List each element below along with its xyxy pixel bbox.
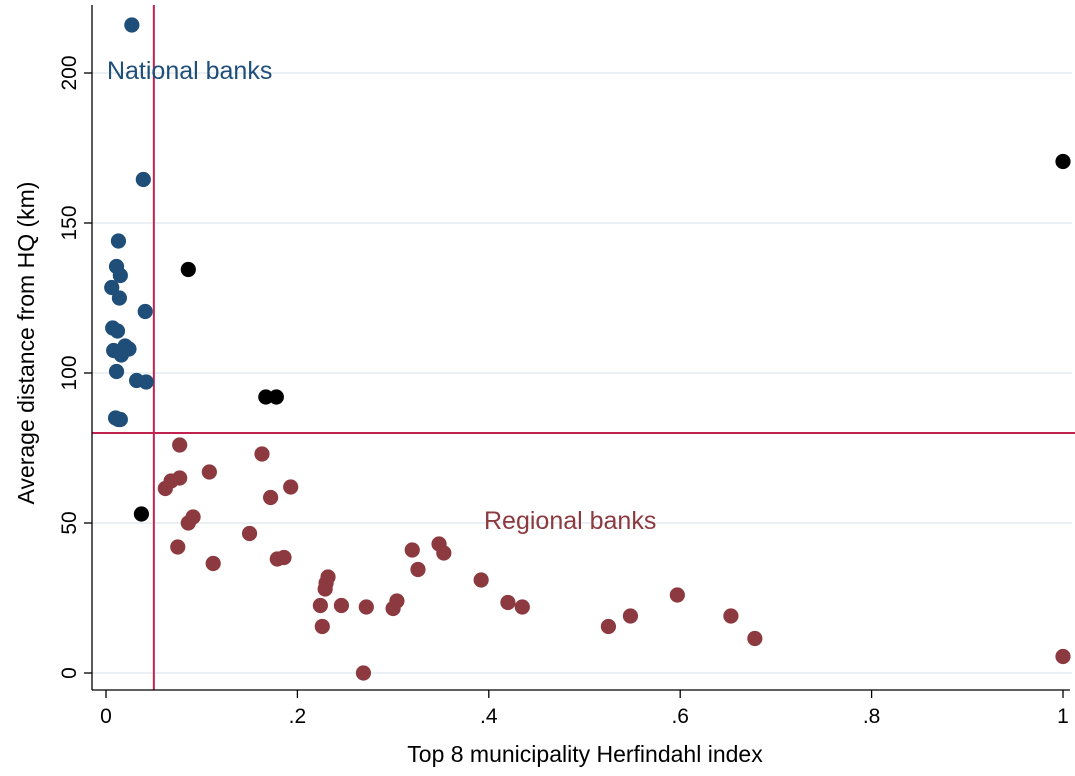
x-tick-label: .8 [863,705,881,728]
y-tick-label: 200 [58,55,81,90]
y-axis-label: Average distance from HQ (km) [13,182,39,505]
data-point [317,581,333,597]
data-point [254,446,270,462]
x-tick-label: .2 [289,705,307,728]
axes [91,5,1070,691]
data-point [113,347,129,363]
reference-lines [92,5,1075,690]
data-point [108,363,125,380]
data-point [135,171,151,188]
x-tick-label: 1 [1057,705,1069,728]
data-point [180,261,196,278]
data-points [104,17,1071,681]
data-point [111,290,127,306]
data-point [747,630,763,647]
data-point [358,599,374,615]
data-point [109,323,126,339]
data-point [473,572,489,588]
y-tick-label: 150 [58,205,81,240]
axis-ticks: 0 50 100 150 200 0 .2 .4 .6 .8 1 [58,55,1069,728]
data-point [110,233,127,249]
data-point [124,17,140,33]
data-point [137,303,153,320]
annotations: National banks Regional banks [107,57,656,535]
data-point [263,489,279,506]
data-point [201,464,217,480]
y-tick-label: 50 [58,511,81,534]
data-point [410,561,426,578]
grid-lines [92,72,1072,674]
data-point [276,549,292,566]
data-point [157,480,173,497]
data-point [172,437,188,453]
data-point [312,597,328,614]
data-point [600,618,617,635]
data-point [180,515,196,531]
data-point [355,665,372,681]
data-point [241,525,258,542]
data-point [1055,153,1071,170]
data-point [669,587,685,603]
x-tick-label: 0 [100,705,112,728]
data-point [170,539,186,555]
data-point [258,389,274,405]
annotation-label: National banks [107,57,272,85]
data-point [138,374,154,390]
data-point [333,597,350,614]
annotation-label: Regional banks [484,507,656,535]
x-axis-label: Top 8 municipality Herfindahl index [407,741,763,767]
x-tick-label: .4 [480,705,498,728]
data-point [385,600,401,617]
data-point [622,608,639,624]
data-point [404,542,420,558]
data-point [112,267,128,284]
data-point [723,608,739,624]
data-point [133,506,150,522]
data-point [205,555,221,572]
data-point [112,411,128,428]
data-point [514,599,530,615]
data-point [268,389,284,405]
y-tick-label: 100 [58,355,81,390]
data-point [1055,648,1071,665]
data-point [104,279,120,296]
y-tick-label: 0 [58,667,81,679]
data-point [500,594,516,611]
data-point [436,545,452,561]
data-point [314,618,330,635]
x-tick-label: .6 [671,705,689,728]
data-point [283,479,299,495]
